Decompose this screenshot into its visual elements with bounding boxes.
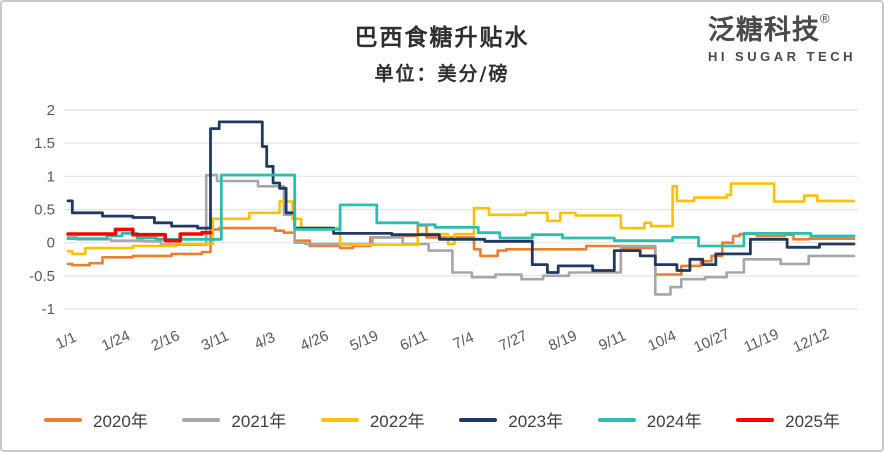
x-axis-tick-label: 6/11	[398, 327, 431, 354]
y-axis-tick-label: 2	[47, 102, 55, 119]
legend-item-2023年: 2023年	[459, 407, 563, 432]
legend-label: 2022年	[369, 412, 425, 431]
series-line-2024年	[66, 173, 856, 248]
chart-title: 巴西食糖升贴水	[354, 24, 530, 51]
series-line-2021年	[66, 173, 856, 296]
legend-label: 2024年	[646, 412, 702, 431]
chart-header: 巴西食糖升贴水 单位：美分/磅	[2, 18, 882, 86]
legend-line-swatch	[459, 417, 498, 422]
registered-mark: ®	[819, 11, 831, 26]
legend-item-2021年: 2021年	[182, 407, 286, 432]
x-axis-tick-label: 1/24	[99, 327, 133, 354]
x-axis-tick-label: 7/27	[496, 327, 530, 354]
legend-label: 2023年	[508, 412, 564, 431]
legend-line-swatch	[182, 417, 221, 422]
x-axis-tick-label: 5/19	[347, 327, 381, 354]
legend-item-2020年: 2020年	[44, 407, 148, 432]
x-axis-tick-label: 12/12	[791, 325, 832, 356]
legend-label: 2021年	[231, 412, 287, 431]
legend-line-swatch	[597, 417, 636, 422]
y-axis-tick-label: 1	[47, 168, 55, 185]
y-axis-tick-label: -1	[42, 301, 55, 318]
chart-unit-label: 单位：美分/磅	[374, 63, 510, 85]
legend-line-swatch	[44, 417, 82, 422]
legend-item-2022年: 2022年	[320, 407, 425, 432]
legend-label: 2020年	[93, 412, 148, 431]
x-axis-tick-label: 4/3	[252, 329, 278, 353]
y-axis-tick-label: 0.5	[34, 202, 55, 219]
series-line-2025年	[66, 227, 213, 243]
y-axis-tick-label: 1.5	[34, 135, 55, 152]
legend-line-swatch	[320, 417, 359, 422]
x-axis-tick-label: 1/1	[53, 329, 79, 353]
x-axis-tick-label: 3/11	[199, 327, 232, 354]
x-axis-tick-label: 2/16	[149, 327, 183, 354]
chart-legend: 2020年 2021年 2022年 2023年 2024年 2025年	[44, 407, 840, 432]
brand-logo-en: HI SUGAR TECH	[707, 48, 856, 64]
series-line-2022年	[66, 182, 856, 256]
x-axis-tick-label: 10/27	[691, 325, 732, 356]
legend-label: 2025年	[785, 412, 840, 431]
x-axis-tick-label: 10/4	[645, 327, 679, 354]
series-line-2020年	[66, 224, 856, 276]
legend-line-swatch	[736, 417, 775, 422]
series-line-2023年	[66, 120, 856, 274]
brand-logo-cn: 泛糖科技	[707, 15, 820, 45]
premium-discount-line-chart: 2 1.5 1 0.5 0 -0.5 -1 1/1 1/24 2/16 3/11 4/3 4/26 5/1…	[29, 102, 858, 356]
x-axis-tick-label: 7/4	[451, 329, 477, 353]
y-axis-tick-label: -0.5	[29, 268, 55, 285]
x-axis-tick-label: 8/19	[546, 327, 580, 354]
legend-item-2024年: 2024年	[597, 407, 702, 432]
y-axis-tick-label: 0	[47, 235, 55, 252]
x-axis-tick-label: 4/26	[298, 327, 332, 354]
brand-logo: 泛糖科技® HI SUGAR TECH	[707, 11, 856, 64]
brand-logo-name: 泛糖科技®	[707, 11, 856, 46]
x-axis-tick-label: 9/11	[596, 327, 629, 354]
x-axis-tick-label: 11/19	[741, 326, 781, 356]
legend-item-2025年: 2025年	[736, 407, 840, 432]
